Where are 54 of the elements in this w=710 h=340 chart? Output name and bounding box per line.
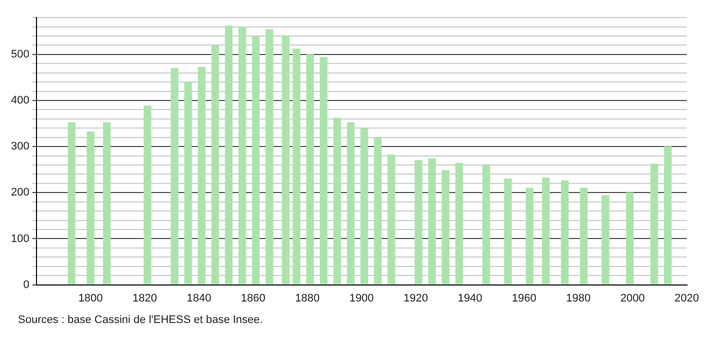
x-tick-label: 2020 (674, 292, 700, 304)
bar (346, 122, 355, 285)
y-tick-label: 400 (10, 94, 30, 107)
x-tick-label: 1840 (186, 292, 212, 304)
y-tick-label: 200 (10, 186, 30, 199)
bar (86, 132, 94, 285)
bar (560, 180, 569, 285)
bar (542, 178, 550, 285)
x-tick-label: 1920 (404, 292, 428, 304)
bar (266, 29, 274, 285)
bar (211, 45, 220, 285)
bar (414, 160, 422, 285)
x-tick-label: 1860 (240, 292, 266, 304)
bar (428, 158, 436, 285)
source-note: Sources : base Cassini de l'EHESS et base Insee. (18, 314, 264, 326)
bar (198, 67, 206, 285)
bar (388, 154, 396, 285)
bar (184, 82, 192, 285)
x-tick-label: 1980 (566, 292, 591, 304)
x-tick-label: 1940 (458, 292, 482, 304)
bar (442, 170, 450, 285)
y-tick-label: 100 (10, 232, 30, 245)
bar (144, 106, 152, 285)
bar (482, 165, 490, 285)
bar (374, 138, 382, 285)
bar (602, 195, 610, 285)
bar (282, 35, 290, 285)
x-tick-label: 1900 (349, 292, 374, 304)
bar (526, 188, 534, 285)
x-tick-label: 2000 (620, 292, 645, 304)
bar (292, 48, 300, 285)
bar (252, 36, 260, 285)
y-tick-label: 0 (23, 278, 30, 291)
bar (333, 118, 341, 285)
bar (170, 68, 178, 285)
bar (224, 26, 233, 285)
bar (306, 54, 314, 285)
x-tick-label: 1960 (512, 292, 536, 304)
bar (102, 122, 111, 285)
x-tick-label: 1880 (295, 292, 320, 304)
bar (504, 178, 512, 285)
bar (455, 162, 463, 285)
y-tick-label: 500 (10, 48, 30, 60)
bar (238, 26, 246, 285)
bar (626, 192, 634, 285)
bar (320, 56, 328, 285)
x-tick-label: 1820 (132, 292, 157, 304)
bar (580, 188, 588, 285)
bar (360, 128, 368, 285)
bar (68, 122, 76, 285)
bar (650, 164, 658, 285)
y-tick-label: 300 (10, 140, 30, 153)
x-tick-label: 1800 (78, 292, 103, 304)
bar (664, 146, 672, 285)
